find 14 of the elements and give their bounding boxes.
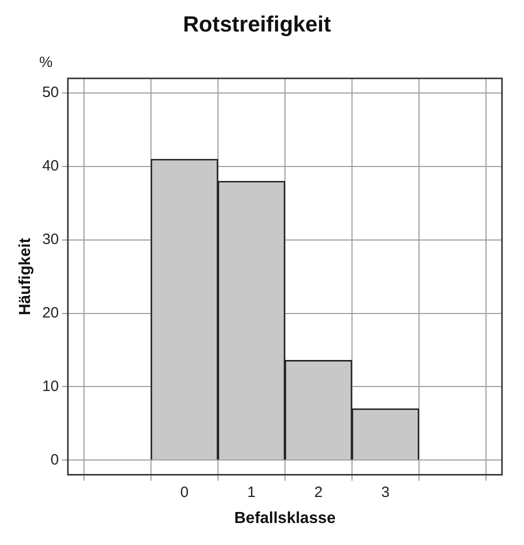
x-tick-label: 0 xyxy=(180,484,189,501)
x-axis-title: Befallsklasse xyxy=(234,510,336,527)
y-tick-label: 50 xyxy=(42,84,59,102)
y-tick-label: 0 xyxy=(50,451,59,468)
y-tick-label: 30 xyxy=(42,231,59,248)
chart-title: Rotstreifigkeit xyxy=(183,11,332,36)
y-tick-label: 10 xyxy=(42,378,59,395)
y-tick-label: 20 xyxy=(42,304,59,322)
x-tick-label: 1 xyxy=(247,484,256,501)
x-tick-label: 3 xyxy=(381,484,390,501)
text: % xyxy=(39,54,53,72)
y-axis-title: Häufigkeit xyxy=(17,237,34,316)
y-tick-label: 40 xyxy=(42,158,59,175)
x-tick-label: 2 xyxy=(314,484,323,501)
